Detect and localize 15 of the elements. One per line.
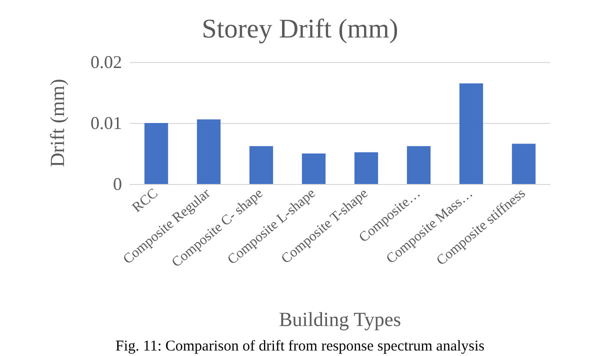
y-tick-label: 0 (113, 174, 122, 194)
y-axis-title: Drift (mm) (47, 78, 69, 168)
bar (354, 152, 378, 184)
y-tick-label: 0.02 (90, 52, 122, 72)
bar (196, 119, 221, 184)
bar (512, 144, 536, 184)
caption: Fig. 11: Comparison of drift from response spectrum analysis (116, 338, 485, 354)
bar (406, 146, 431, 184)
bar (302, 154, 326, 184)
x-axis-title: Building Types (278, 309, 402, 331)
bar (249, 146, 274, 184)
y-tick-label: 0.01 (90, 113, 122, 133)
chart-title: Storey Drift (mm) (202, 14, 398, 44)
bar (144, 123, 168, 184)
bar (459, 83, 484, 184)
